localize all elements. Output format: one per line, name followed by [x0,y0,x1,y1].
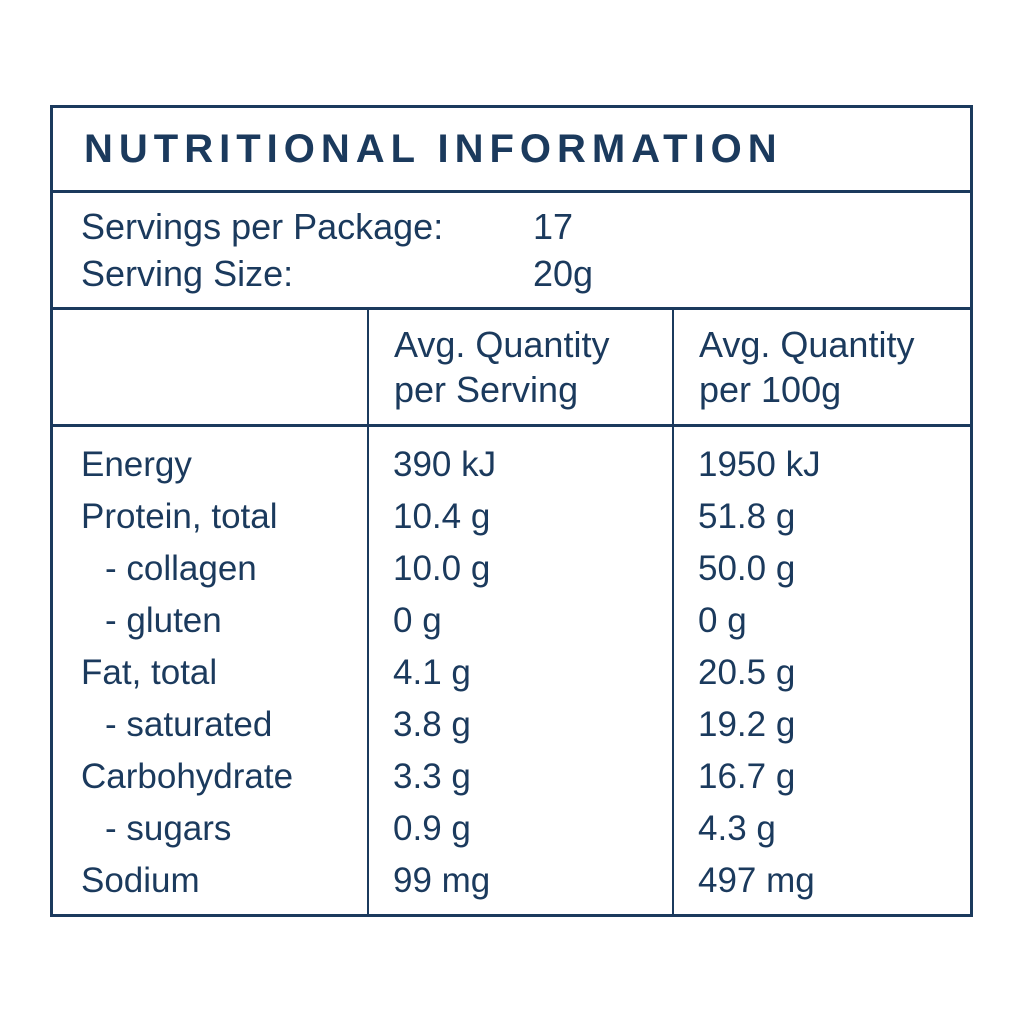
carbohydrate-per-serving: 3.3 g [393,757,471,796]
serving-size-row: Serving Size: 20g [81,250,970,297]
row-label-sugars: - sugars [105,809,232,848]
gluten-per-serving: 0 g [393,601,442,640]
collagen-per-100g: 50.0 g [698,549,796,588]
servings-per-package-value: 17 [533,206,574,247]
row-label-sodium: Sodium [81,861,200,900]
servings-per-package-label: Servings per Package: [81,206,444,247]
collagen-per-serving: 10.0 g [393,549,491,588]
nutrient-table-body: Energy Protein, total - collagen - glute… [53,427,970,914]
per-serving-header-line1: Avg. Quantity [394,324,610,365]
row-label-energy: Energy [81,445,192,484]
servings-per-package-row: Servings per Package: 17 [81,203,970,250]
header-nutrient-column [53,310,367,424]
per-100g-header-line1: Avg. Quantity [699,324,915,365]
sodium-per-100g: 497 mg [698,861,815,900]
saturated-per-serving: 3.8 g [393,705,471,744]
carbohydrate-per-100g: 16.7 g [698,757,796,796]
protein-per-serving: 10.4 g [393,497,491,536]
per-serving-value-column: 390 kJ 10.4 g 10.0 g 0 g 4.1 g 3.8 g 3.3… [367,427,672,914]
per-100g-value-column: 1950 kJ 51.8 g 50.0 g 0 g 20.5 g 19.2 g … [672,427,970,914]
energy-per-serving: 390 kJ [393,445,497,484]
per-100g-header-line2: per 100g [699,369,842,410]
per-serving-header-line2: per Serving [394,369,579,410]
column-header-row: Avg. Quantity per Serving Avg. Quantity … [53,310,970,427]
energy-per-100g: 1950 kJ [698,445,821,484]
serving-size-label: Serving Size: [81,253,294,294]
sugars-per-100g: 4.3 g [698,809,776,848]
row-label-fat: Fat, total [81,653,218,692]
nutrition-table: NUTRITIONAL INFORMATION Servings per Pac… [50,105,973,917]
nutrient-name-column: Energy Protein, total - collagen - glute… [53,427,367,914]
row-label-protein: Protein, total [81,497,278,536]
page-title: NUTRITIONAL INFORMATION [84,126,783,171]
row-label-gluten: - gluten [105,601,222,640]
row-label-carbohydrate: Carbohydrate [81,757,294,796]
sugars-per-serving: 0.9 g [393,809,471,848]
protein-per-100g: 51.8 g [698,497,796,536]
header-per-100g-column: Avg. Quantity per 100g [672,310,970,424]
serving-info-section: Servings per Package: 17 Serving Size: 2… [53,193,970,310]
row-label-collagen: - collagen [105,549,257,588]
serving-size-value: 20g [533,253,594,294]
gluten-per-100g: 0 g [698,601,747,640]
fat-per-100g: 20.5 g [698,653,796,692]
sodium-per-serving: 99 mg [393,861,491,900]
saturated-per-100g: 19.2 g [698,705,796,744]
title-section: NUTRITIONAL INFORMATION [53,108,970,193]
header-per-serving-column: Avg. Quantity per Serving [367,310,672,424]
row-label-saturated: - saturated [105,705,273,744]
fat-per-serving: 4.1 g [393,653,471,692]
